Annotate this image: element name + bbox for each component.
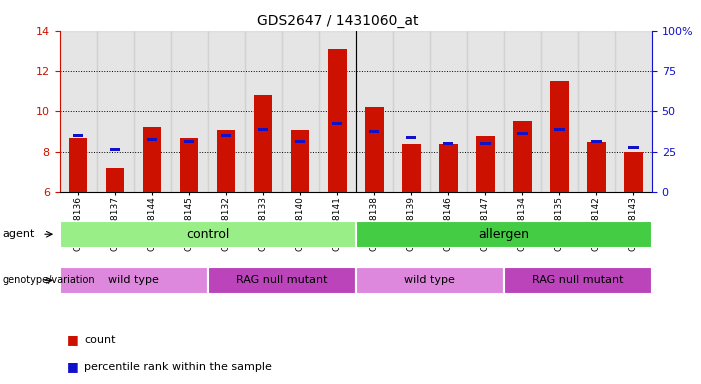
Bar [319, 31, 356, 192]
Bar [245, 31, 282, 192]
Bar [406, 136, 416, 139]
Bar [134, 31, 170, 192]
Bar [282, 31, 319, 192]
Bar [180, 137, 198, 192]
Bar [221, 134, 231, 137]
Text: ■: ■ [67, 360, 79, 373]
Bar [393, 31, 430, 192]
Bar [143, 127, 161, 192]
Bar [430, 31, 467, 192]
Bar [476, 136, 495, 192]
Bar [504, 267, 652, 294]
Bar [258, 128, 268, 131]
Bar [170, 31, 207, 192]
Bar [356, 267, 504, 294]
Bar [207, 31, 245, 192]
Bar [69, 137, 88, 192]
Text: RAG null mutant: RAG null mutant [532, 275, 624, 285]
Bar [110, 148, 121, 151]
Bar [254, 95, 273, 192]
Text: count: count [84, 335, 116, 345]
Bar [628, 146, 639, 149]
Bar [591, 140, 601, 143]
Bar [467, 31, 504, 192]
Bar [578, 31, 615, 192]
Text: percentile rank within the sample: percentile rank within the sample [84, 362, 272, 372]
Bar [587, 142, 606, 192]
Bar [73, 134, 83, 137]
Bar [106, 168, 124, 192]
Title: GDS2647 / 1431060_at: GDS2647 / 1431060_at [257, 14, 418, 28]
Text: ■: ■ [67, 333, 79, 346]
Bar [550, 81, 569, 192]
Bar [207, 267, 355, 294]
Bar [513, 121, 531, 192]
Text: wild type: wild type [404, 275, 455, 285]
Bar [624, 152, 643, 192]
Text: wild type: wild type [108, 275, 159, 285]
Bar [365, 108, 383, 192]
Bar [217, 129, 236, 192]
Bar [541, 31, 578, 192]
Bar [60, 221, 355, 248]
Bar [291, 129, 309, 192]
Bar [295, 140, 306, 143]
Bar [332, 122, 342, 125]
Text: genotype/variation: genotype/variation [2, 275, 95, 285]
Text: control: control [186, 228, 229, 241]
Bar [504, 31, 541, 192]
Bar [356, 31, 393, 192]
Bar [356, 221, 652, 248]
Bar [184, 140, 194, 143]
Bar [369, 130, 379, 133]
Bar [517, 132, 528, 135]
Bar [147, 138, 157, 141]
Bar [439, 144, 458, 192]
Bar [328, 49, 346, 192]
Bar [60, 31, 97, 192]
Text: allergen: allergen [478, 228, 529, 241]
Bar [97, 31, 134, 192]
Text: RAG null mutant: RAG null mutant [236, 275, 327, 285]
Bar [480, 142, 491, 146]
Bar [60, 267, 207, 294]
Bar [554, 128, 564, 131]
Text: agent: agent [2, 229, 34, 239]
Bar [615, 31, 652, 192]
Bar [402, 144, 421, 192]
Bar [443, 142, 454, 146]
